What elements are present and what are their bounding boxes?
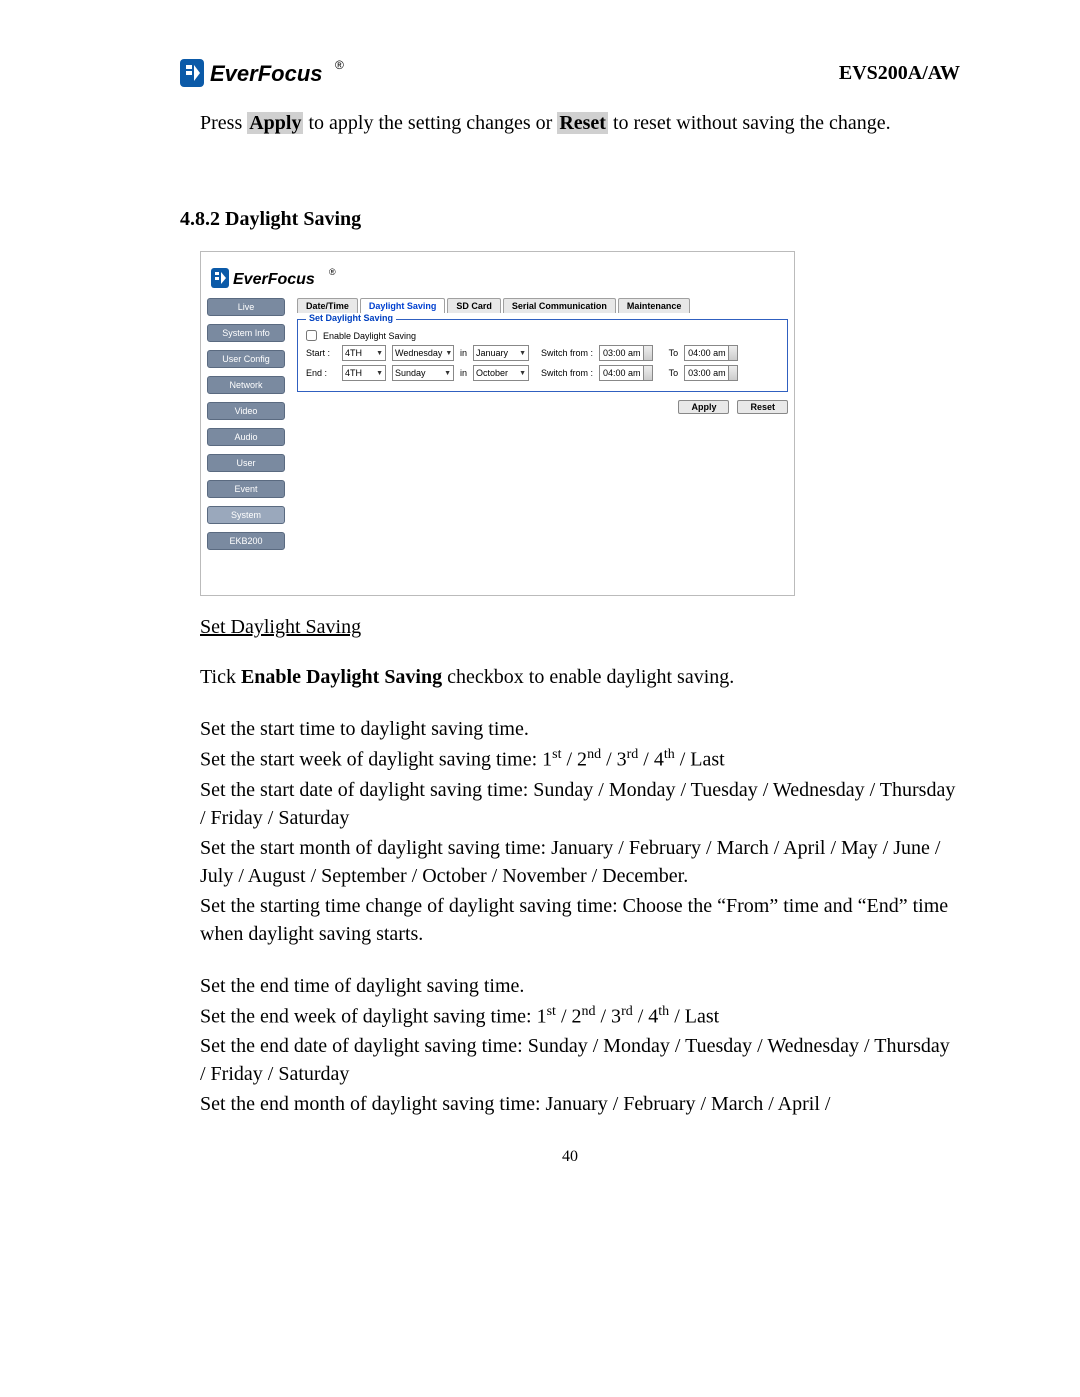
set-daylight-saving-heading: Set Daylight Saving <box>200 616 960 639</box>
end-day-select[interactable]: Sunday▼ <box>392 365 454 381</box>
model-label: EVS200A/AW <box>839 62 960 85</box>
sidebar-item-live[interactable]: Live <box>207 298 285 316</box>
end-to-time[interactable]: 03:00 am <box>684 365 730 381</box>
apply-word: Apply <box>247 112 303 134</box>
start-l2: Set the start week of daylight saving ti… <box>200 745 960 774</box>
svg-text:®: ® <box>335 58 344 72</box>
sidebar-item-event[interactable]: Event <box>207 480 285 498</box>
end-l2: Set the end week of daylight saving time… <box>200 1002 960 1031</box>
in-word: in <box>460 348 467 358</box>
sidebar-item-ekb200[interactable]: EKB200 <box>207 532 285 550</box>
start-l3: Set the start date of daylight saving ti… <box>200 776 960 832</box>
tab-date-time[interactable]: Date/Time <box>297 298 358 313</box>
reset-word: Reset <box>557 112 608 134</box>
end-label: End : <box>306 368 336 378</box>
end-week-select[interactable]: 4TH▼ <box>342 365 386 381</box>
to-word-2: To <box>669 368 679 378</box>
page-header: EverFocus ® EVS200A/AW <box>180 55 960 91</box>
daylight-saving-screenshot: EverFocus ® Live System Info User Config… <box>200 251 795 596</box>
tab-sd-card[interactable]: SD Card <box>447 298 501 313</box>
set-daylight-saving-fieldset: Set Daylight Saving Enable Daylight Savi… <box>297 319 788 392</box>
start-l4: Set the start month of daylight saving t… <box>200 834 960 890</box>
intro-post: to reset without saving the change. <box>608 112 891 134</box>
svg-text:EverFocus: EverFocus <box>233 271 315 288</box>
enable-daylight-saving-label: Enable Daylight Saving <box>323 331 416 341</box>
sidebar-item-system[interactable]: System <box>207 506 285 524</box>
apply-button[interactable]: Apply <box>678 400 729 414</box>
sidebar-item-video[interactable]: Video <box>207 402 285 420</box>
end-l1: Set the end time of daylight saving time… <box>200 972 960 1000</box>
tick-paragraph: Tick Enable Daylight Saving checkbox to … <box>200 663 960 691</box>
start-to-time[interactable]: 04:00 am <box>684 345 730 361</box>
end-l3: Set the end date of daylight saving time… <box>200 1032 960 1088</box>
end-switch-label: Switch from : <box>541 368 593 378</box>
sidebar-item-audio[interactable]: Audio <box>207 428 285 446</box>
sidebar-item-user-config[interactable]: User Config <box>207 350 285 368</box>
to-word: To <box>669 348 679 358</box>
ss-tabs: Date/Time Daylight Saving SD Card Serial… <box>297 298 788 313</box>
start-day-select[interactable]: Wednesday▼ <box>392 345 454 361</box>
section-heading: 4.8.2 Daylight Saving <box>180 208 960 231</box>
intro-pre: Press <box>200 112 247 134</box>
intro-mid: to apply the setting changes or <box>303 112 557 134</box>
start-month-select[interactable]: January▼ <box>473 345 529 361</box>
svg-text:®: ® <box>329 267 336 277</box>
intro-paragraph: Press Apply to apply the setting changes… <box>200 109 960 138</box>
tab-daylight-saving[interactable]: Daylight Saving <box>360 298 446 313</box>
sidebar-item-network[interactable]: Network <box>207 376 285 394</box>
end-month-select[interactable]: October▼ <box>473 365 529 381</box>
end-from-time[interactable]: 04:00 am <box>599 365 645 381</box>
in-word-2: in <box>460 368 467 378</box>
enable-daylight-saving-checkbox[interactable] <box>306 330 317 341</box>
reset-button[interactable]: Reset <box>737 400 788 414</box>
start-switch-label: Switch from : <box>541 348 593 358</box>
sidebar-item-system-info[interactable]: System Info <box>207 324 285 342</box>
start-week-select[interactable]: 4TH▼ <box>342 345 386 361</box>
ss-sidebar: Live System Info User Config Network Vid… <box>201 298 291 601</box>
tab-maintenance[interactable]: Maintenance <box>618 298 691 313</box>
fieldset-legend: Set Daylight Saving <box>306 313 396 323</box>
everfocus-logo: EverFocus ® <box>180 55 350 91</box>
ss-logo: EverFocus ® <box>201 252 794 298</box>
start-l5: Set the starting time change of daylight… <box>200 892 960 948</box>
tab-serial-communication[interactable]: Serial Communication <box>503 298 616 313</box>
start-l1: Set the start time to daylight saving ti… <box>200 715 960 743</box>
end-l4: Set the end month of daylight saving tim… <box>200 1090 960 1118</box>
start-label: Start : <box>306 348 336 358</box>
start-from-time[interactable]: 03:00 am <box>599 345 645 361</box>
sidebar-item-user[interactable]: User <box>207 454 285 472</box>
svg-text:EverFocus: EverFocus <box>210 61 323 86</box>
page-number: 40 <box>180 1148 960 1166</box>
